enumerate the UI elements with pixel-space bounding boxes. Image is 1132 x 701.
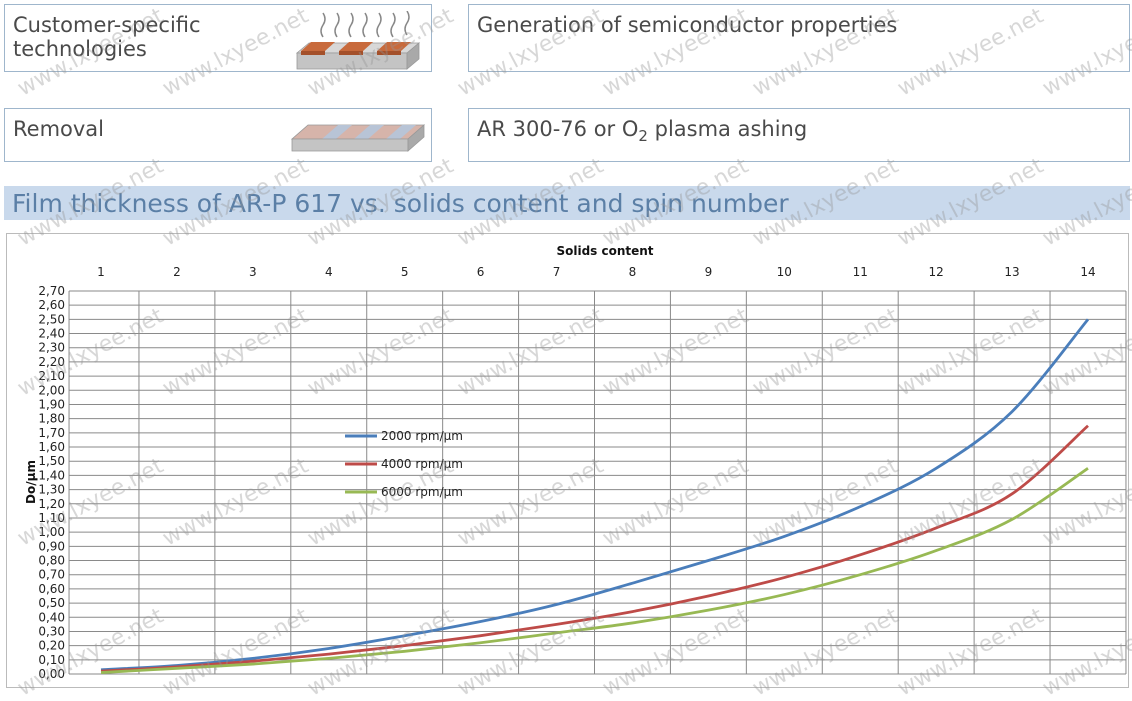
y-tick-label: 1,10 [38, 511, 65, 525]
y-tick-label: 0,40 [38, 610, 65, 624]
removal-desc-subscript: 2 [638, 127, 648, 146]
removal-label: Removal [13, 117, 105, 141]
x-tick-label: 3 [249, 265, 257, 279]
x-tick-label: 13 [1004, 265, 1019, 279]
y-tick-label: 0,20 [38, 639, 65, 653]
y-tick-label: 1,50 [38, 454, 65, 468]
removal-desc-text: AR 300-76 or O [477, 117, 639, 141]
y-tick-label: 1,60 [38, 440, 65, 454]
y-tick-label: 0,50 [38, 596, 65, 610]
series-line-2000-rpm [100, 318, 1090, 672]
customer-technologies-desc-box: Generation of semiconductor properties [468, 4, 1130, 72]
y-tick-label: 1,70 [38, 426, 65, 440]
legend-label: 6000 rpm/µm [381, 485, 463, 499]
x-axis-title: Solids content [556, 244, 653, 258]
y-tick-label: 2,20 [38, 355, 65, 369]
x-tick-label: 7 [553, 265, 561, 279]
section-title: Film thickness of AR-P 617 vs. solids co… [12, 189, 789, 218]
x-tick-label: 12 [929, 265, 944, 279]
series-line-6000-rpm [100, 467, 1089, 674]
y-tick-label: 2,50 [38, 312, 65, 326]
section-title-bar: Film thickness of AR-P 617 vs. solids co… [4, 186, 1130, 220]
semiconductor-layer-icon [295, 11, 421, 70]
y-tick-label: 0,30 [38, 624, 65, 638]
removal-box: Removal [4, 108, 432, 162]
x-tick-label: 2 [173, 265, 181, 279]
y-tick-label: 1,00 [38, 525, 65, 539]
y-tick-label: 1,30 [38, 483, 65, 497]
y-tick-label: 1,40 [38, 468, 65, 482]
x-tick-label: 9 [705, 265, 713, 279]
customer-technologies-label: Customer-specific technologies [13, 13, 201, 61]
removal-desc: AR 300-76 or O2 plasma ashing [477, 117, 807, 148]
y-tick-label: 0,80 [38, 554, 65, 568]
film-thickness-chart: 0,000,100,200,300,400,500,600,700,800,90… [24, 244, 1127, 681]
x-tick-label: 4 [325, 265, 333, 279]
y-tick-label: 2,30 [38, 341, 65, 355]
y-tick-label: 1,20 [38, 497, 65, 511]
y-tick-label: 2,00 [38, 383, 65, 397]
series-line-4000-rpm [100, 424, 1089, 673]
x-tick-label: 10 [777, 265, 792, 279]
y-tick-label: 0,60 [38, 582, 65, 596]
y-tick-label: 0,90 [38, 539, 65, 553]
x-tick-label: 14 [1080, 265, 1095, 279]
x-tick-label: 8 [629, 265, 637, 279]
y-tick-label: 2,40 [38, 327, 65, 341]
y-tick-label: 0,10 [38, 653, 65, 667]
removal-desc-text-end: plasma ashing [647, 117, 808, 141]
legend-label: 2000 rpm/µm [381, 429, 463, 443]
chart-container: 0,00 0,10 0,20 0,30 0,40 0,50 0,60 0,70 0,80 0,90… [6, 233, 1129, 688]
x-tick-label: 5 [401, 265, 409, 279]
customer-technologies-box: Customer-specific technologies [4, 4, 432, 72]
y-tick-label: 0,00 [38, 667, 65, 681]
legend-label: 4000 rpm/µm [381, 457, 463, 471]
y-axis-title: Do/µm [24, 460, 38, 504]
y-tick-label: 1,90 [38, 397, 65, 411]
x-tick-label: 11 [853, 265, 868, 279]
customer-technologies-desc: Generation of semiconductor properties [477, 13, 898, 37]
removal-desc-box: AR 300-76 or O2 plasma ashing [468, 108, 1130, 162]
x-tick-label: 1 [97, 265, 105, 279]
resist-removal-icon [290, 124, 426, 152]
x-tick-label: 6 [477, 265, 485, 279]
y-tick-label: 2,10 [38, 369, 65, 383]
y-tick-label: 0,70 [38, 568, 65, 582]
y-tick-label: 2,70 [38, 284, 65, 298]
y-tick-label: 2,60 [38, 298, 65, 312]
y-tick-label: 1,80 [38, 412, 65, 426]
